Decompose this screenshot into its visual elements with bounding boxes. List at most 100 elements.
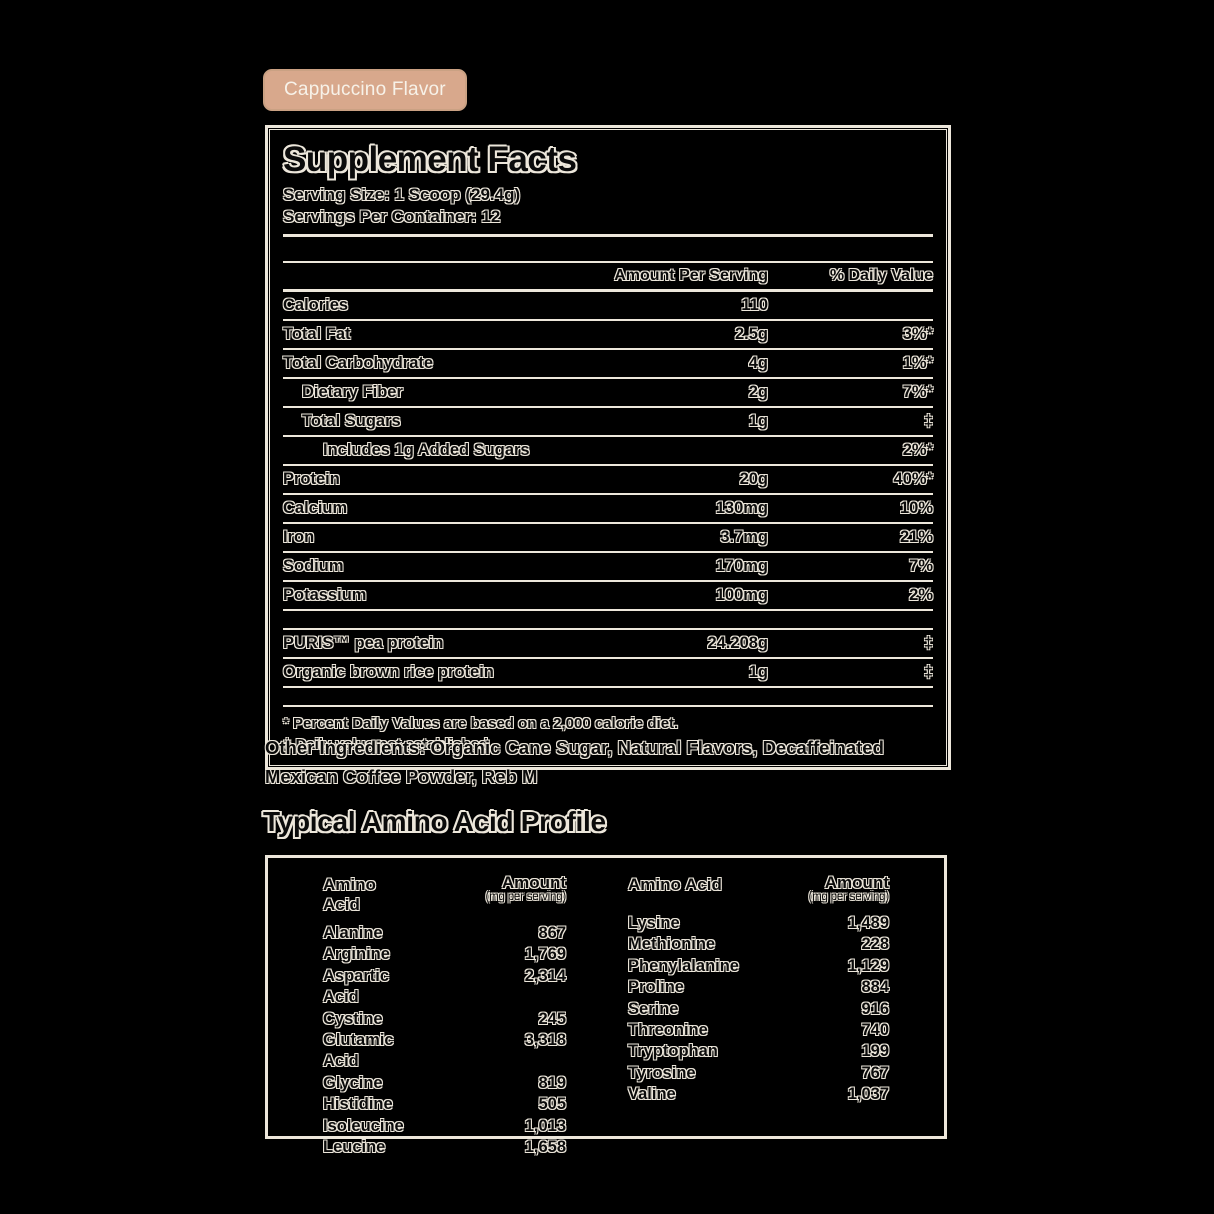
col-daily-value: % Daily Value bbox=[829, 267, 933, 284]
amino-rows-left: Alanine 867 Arginine 1,769 Aspartic Acid 2,31… bbox=[323, 923, 566, 1158]
nutrient-label: Dietary Fiber bbox=[302, 383, 403, 401]
nutrient-daily-value: ‡ bbox=[923, 663, 933, 681]
amino-row: Aspartic Acid 2,314 bbox=[323, 966, 566, 1009]
supplement-facts-panel: Supplement Facts Serving Size: 1 Scoop (… bbox=[265, 125, 951, 770]
amino-value: 245 bbox=[538, 1009, 567, 1028]
nutrient-amount: 20g bbox=[739, 470, 768, 488]
nutrient-daily-value: 21% bbox=[899, 528, 933, 546]
nutrient-daily-value: 3%* bbox=[902, 325, 933, 343]
amino-name: Serine bbox=[628, 999, 679, 1018]
amino-row: Valine 1,037 bbox=[628, 1084, 889, 1105]
amino-value: 1,489 bbox=[847, 914, 889, 932]
amino-row: Glycine 819 bbox=[323, 1073, 566, 1094]
amino-amount-sub-label: (mg per serving) bbox=[808, 891, 889, 903]
amino-row: Tyrosine 767 bbox=[628, 1063, 889, 1084]
amino-amount-label: Amount bbox=[824, 873, 889, 892]
amino-value: 1,037 bbox=[847, 1085, 889, 1104]
supplement-facts-title: Supplement Facts bbox=[283, 140, 577, 179]
footnote-daily-values: * Percent Daily Values are based on a 2,… bbox=[283, 715, 679, 732]
amino-name: Leucine bbox=[323, 1138, 386, 1157]
amino-row: Alanine 867 bbox=[323, 923, 566, 944]
amino-acid-header: Amino Acid bbox=[323, 875, 376, 914]
amino-row: Leucine 1,658 bbox=[323, 1137, 566, 1158]
amino-amount-sub-label: (mg per serving) bbox=[485, 891, 567, 903]
amino-value: 1,658 bbox=[524, 1138, 567, 1157]
nutrient-amount bbox=[553, 441, 768, 460]
facts-column-header: Amount Per Serving % Daily Value bbox=[283, 261, 933, 289]
nutrient-label: Total Sugars bbox=[302, 412, 401, 430]
nutrient-label: Total Fat bbox=[283, 325, 351, 343]
facts-row: Potassium 100mg 2% bbox=[283, 580, 933, 609]
amino-name: Aspartic Acid bbox=[323, 966, 390, 1007]
amino-row: Methionine 228 bbox=[628, 934, 889, 955]
flavor-badge-label: Cappuccino Flavor bbox=[284, 79, 446, 100]
nutrient-amount: 3.7mg bbox=[720, 528, 768, 546]
flavor-badge: Cappuccino Flavor bbox=[263, 69, 467, 111]
facts-row: PURIS™ pea protein 24.208g ‡ bbox=[283, 628, 933, 657]
amino-header-left: Amino Acid Amount (mg per serving) bbox=[323, 873, 567, 915]
divider-gap bbox=[283, 234, 933, 261]
amino-name: Tyrosine bbox=[628, 1063, 696, 1082]
nutrient-daily-value: 2%* bbox=[902, 441, 933, 459]
facts-row: Total Sugars 1g ‡ bbox=[283, 406, 933, 435]
nutrient-amount: 24.208g bbox=[707, 634, 768, 652]
amino-amount-header: Amount (mg per serving) bbox=[739, 873, 889, 905]
servings-per-container: Servings Per Container: 12 bbox=[283, 207, 501, 226]
nutrient-daily-value: 2% bbox=[909, 586, 933, 604]
amino-value: 767 bbox=[861, 1063, 889, 1082]
nutrient-label: Sodium bbox=[283, 557, 344, 575]
amino-name: Methionine bbox=[628, 935, 716, 954]
amino-header-right: Amino Acid Amount (mg per serving) bbox=[628, 873, 889, 905]
amino-value: 505 bbox=[538, 1095, 567, 1114]
facts-rows: Calories 110 Total Fat 2.5g 3%* Total Carbohy… bbox=[283, 289, 933, 705]
amino-row: Histidine 505 bbox=[323, 1094, 566, 1115]
facts-row: Protein 20g 40%* bbox=[283, 464, 933, 493]
amino-name: Proline bbox=[628, 978, 684, 997]
amino-name: Alanine bbox=[323, 924, 383, 942]
facts-row: Total Fat 2.5g 3%* bbox=[283, 319, 933, 348]
amino-value: 1,129 bbox=[847, 956, 889, 975]
amino-value: 867 bbox=[538, 924, 567, 942]
nutrient-daily-value: 1%* bbox=[902, 354, 933, 372]
amino-name: Lysine bbox=[628, 914, 680, 932]
nutrient-amount: 2g bbox=[748, 383, 768, 401]
nutrient-label: Includes 1g Added Sugars bbox=[323, 441, 530, 459]
nutrient-amount: 1g bbox=[748, 412, 768, 430]
amino-value: 819 bbox=[538, 1073, 567, 1092]
nutrient-amount: 4g bbox=[748, 354, 768, 372]
amino-column-right: Amino Acid Amount (mg per serving) Lysin… bbox=[628, 873, 889, 1158]
amino-name: Isoleucine bbox=[323, 1116, 404, 1135]
amino-row: Arginine 1,769 bbox=[323, 944, 566, 965]
amino-amount-label: Amount bbox=[501, 873, 567, 892]
facts-footnotes: * Percent Daily Values are based on a 2,… bbox=[283, 705, 933, 755]
amino-profile-title: Typical Amino Acid Profile bbox=[263, 806, 606, 837]
nutrient-amount: 110 bbox=[741, 296, 768, 314]
amino-name: Glutamic Acid bbox=[323, 1031, 394, 1071]
amino-row: Glutamic Acid 3,318 bbox=[323, 1030, 566, 1073]
nutrient-daily-value: 10% bbox=[899, 499, 933, 517]
nutrient-daily-value: 7% bbox=[909, 557, 933, 575]
facts-row: Calcium 130mg 10% bbox=[283, 493, 933, 522]
amino-acid-header: Amino Acid bbox=[628, 875, 722, 894]
amino-row: Tryptophan 199 bbox=[628, 1041, 889, 1062]
facts-row: Calories 110 bbox=[283, 292, 933, 319]
amino-row: Proline 884 bbox=[628, 977, 889, 998]
nutrient-label: Iron bbox=[283, 528, 315, 546]
facts-spacer-row bbox=[283, 609, 933, 628]
amino-value: 740 bbox=[861, 1021, 889, 1040]
amino-name: Cystine bbox=[323, 1009, 383, 1028]
facts-row: Dietary Fiber 2g 7%* bbox=[283, 377, 933, 406]
nutrient-daily-value bbox=[768, 296, 933, 315]
amino-name: Phenylalanine bbox=[628, 956, 739, 975]
amino-name: Threonine bbox=[628, 1021, 708, 1040]
facts-row: Total Carbohydrate 4g 1%* bbox=[283, 348, 933, 377]
facts-spacer-row bbox=[283, 686, 933, 705]
amino-name: Valine bbox=[628, 1085, 676, 1104]
amino-value: 916 bbox=[861, 999, 889, 1018]
nutrient-daily-value: ‡ bbox=[923, 634, 933, 652]
amino-profile-panel: Amino Acid Amount (mg per serving) Alani… bbox=[265, 855, 947, 1156]
amino-row: Lysine 1,489 bbox=[628, 913, 889, 934]
col-amount-per-serving: Amount Per Serving bbox=[614, 267, 768, 284]
facts-row: Sodium 170mg 7% bbox=[283, 551, 933, 580]
